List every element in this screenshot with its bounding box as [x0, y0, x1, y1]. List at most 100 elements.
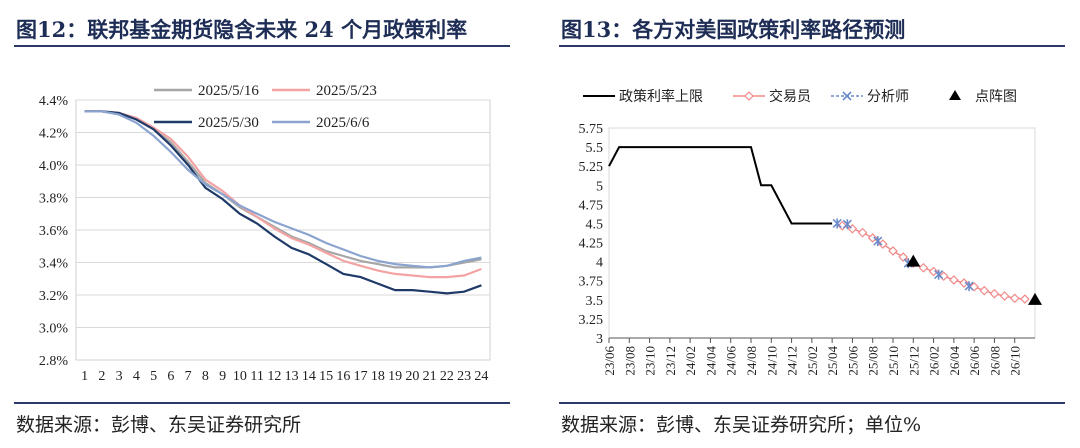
- x-tick-label: 4: [133, 369, 140, 384]
- right-source-rule: [559, 402, 1065, 404]
- left-title-rule: [14, 45, 510, 47]
- triangle-marker: [1028, 292, 1042, 305]
- x-tick-label: 25/06: [845, 346, 860, 376]
- diamond-marker: [918, 262, 929, 273]
- right-chart-title: 图13：各方对美国政策利率路径预测: [561, 17, 906, 42]
- x-marker: [934, 269, 944, 280]
- legend-label: 2025/5/23: [316, 83, 377, 99]
- diamond-marker: [1009, 293, 1020, 304]
- y-tick-label: 4.5: [586, 217, 604, 232]
- legend-label: 2025/6/6: [316, 115, 370, 131]
- x-tick-label: 8: [202, 369, 209, 384]
- x-tick-label: 24/08: [744, 346, 759, 376]
- diamond-marker: [979, 285, 990, 296]
- x-tick-label: 9: [219, 369, 226, 384]
- y-tick-label: 3.25: [579, 313, 604, 328]
- legend-label: 点阵图: [975, 89, 1017, 105]
- x-tick-label: 22: [440, 369, 454, 384]
- series-line-2025/5/16: [84, 110, 482, 269]
- x-tick-label: 24/12: [785, 346, 800, 376]
- x-tick-label: 26/06: [967, 346, 982, 376]
- left-chart: 2.8%3.0%3.2%3.4%3.6%3.8%4.0%4.2%4.4%1 2 3 4…: [39, 83, 491, 384]
- legend-label: 政策利率上限: [619, 88, 703, 105]
- left-source-note: 数据来源：彭博、东吴证券研究所: [16, 414, 302, 436]
- y-tick-label: 3.8%: [39, 192, 69, 207]
- y-tick-label: 4: [596, 256, 603, 271]
- x-tick-label: 24/02: [683, 346, 698, 376]
- y-tick-label: 3.75: [579, 275, 604, 290]
- x-tick-label: 24/06: [724, 346, 739, 376]
- x-tick-label: 25/02: [805, 346, 820, 376]
- triangle-marker: [906, 254, 921, 267]
- x-tick-label: 20: [405, 369, 419, 384]
- right-title-rule: [559, 45, 1065, 47]
- x-tick-label: 25/08: [866, 346, 881, 376]
- right-chart: 3 3.25 3.5 3.75 4 4.25 4.5 4.75 5 5.25 5.5 5.75 23/0…: [579, 88, 1042, 376]
- x-tick-label: 24/10: [764, 346, 779, 376]
- x-tick-label: 17: [354, 369, 368, 384]
- x-tick-label: 26/10: [1008, 346, 1023, 376]
- x-tick-label: 10: [233, 369, 247, 384]
- legend-marker: [949, 90, 961, 100]
- x-tick-label: 25/10: [886, 346, 901, 376]
- x-tick-label: 26/02: [927, 346, 942, 376]
- x-tick-label: 5: [150, 369, 157, 384]
- x-tick-label: 7: [185, 369, 192, 384]
- y-tick-label: 4.0%: [39, 159, 69, 174]
- legend-label: 分析师: [867, 89, 909, 105]
- y-tick-label: 3.5: [586, 294, 604, 309]
- legend-label: 2025/5/30: [198, 115, 259, 131]
- x-marker: [873, 236, 883, 247]
- left-source-rule: [14, 402, 510, 404]
- diamond-marker: [867, 233, 878, 243]
- x-tick-label: 2: [98, 369, 105, 384]
- series-line-policy-rate: [608, 146, 833, 225]
- x-tick-label: 23/10: [643, 346, 658, 376]
- left-chart-title: 图12：联邦基金期货隐含未来 24 个月政策利率: [16, 17, 468, 42]
- y-tick-label: 3.6%: [39, 224, 69, 239]
- series-line-2025/6/6: [84, 110, 482, 269]
- y-tick-label: 3.4%: [39, 257, 69, 272]
- x-tick-label: 24/04: [703, 346, 718, 376]
- x-marker: [842, 219, 852, 230]
- series-line-2025/5/23: [84, 110, 482, 279]
- x-tick-label: 25/04: [825, 346, 840, 376]
- diamond-marker: [928, 266, 939, 277]
- x-tick-label: 25/12: [906, 346, 921, 376]
- y-tick-label: 4.4%: [39, 94, 69, 109]
- diamond-marker: [959, 278, 969, 288]
- diamond-marker: [999, 291, 1010, 301]
- x-tick-label: 26/08: [987, 346, 1002, 376]
- diamond-marker: [1020, 294, 1030, 304]
- x-tick-label: 14: [302, 369, 316, 384]
- x-tick-label: 16: [336, 369, 350, 384]
- x-marker: [832, 218, 842, 229]
- x-tick-label: 15: [319, 369, 333, 384]
- diamond-marker: [989, 288, 1000, 299]
- y-tick-label: 4.25: [579, 237, 604, 252]
- x-tick-label: 23/08: [622, 346, 637, 376]
- y-tick-label: 3: [596, 332, 603, 347]
- y-tick-label: 3.2%: [39, 289, 69, 304]
- y-tick-label: 3.0%: [39, 322, 69, 337]
- y-tick-label: 2.8%: [39, 354, 69, 369]
- x-tick-label: 21: [423, 369, 437, 384]
- legend-label: 2025/5/16: [198, 83, 259, 99]
- legend-marker: [744, 91, 754, 101]
- x-marker: [964, 281, 974, 292]
- legend-marker: [842, 91, 852, 101]
- x-tick-label: 23/06: [602, 346, 617, 376]
- x-tick-label: 19: [388, 369, 402, 384]
- x-tick-label: 18: [371, 369, 385, 384]
- diamond-marker: [888, 246, 898, 256]
- x-tick-label: 23: [457, 369, 471, 384]
- diamond-marker: [949, 275, 959, 285]
- plot-area: [608, 127, 1036, 339]
- x-tick-label: 12: [267, 369, 281, 384]
- right-source-note: 数据来源：彭博、东吴证券研究所；单位%: [561, 414, 922, 436]
- y-tick-label: 5.75: [579, 122, 604, 137]
- x-tick-label: 26/04: [947, 346, 962, 376]
- x-tick-label: 24: [474, 369, 488, 384]
- y-tick-label: 4.2%: [39, 127, 69, 142]
- y-tick-label: 5: [596, 179, 603, 194]
